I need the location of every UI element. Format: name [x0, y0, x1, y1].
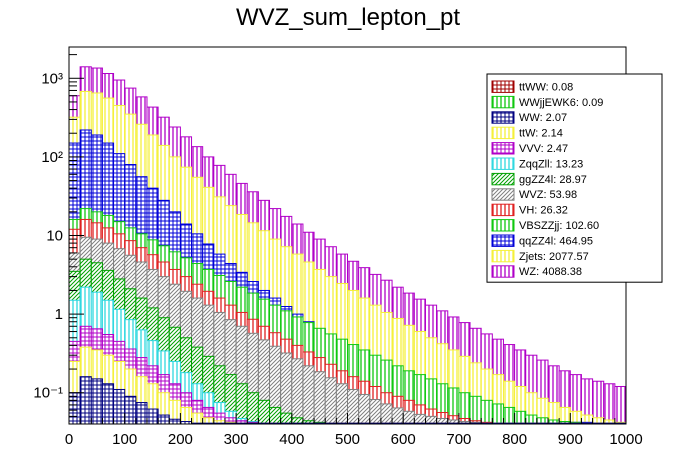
bar-WVZ-21 [302, 365, 315, 425]
y-tick-label: 1 [55, 306, 63, 323]
bar-WVZ-24 [335, 383, 348, 425]
legend-swatch-WVZ [491, 188, 515, 201]
x-tick-label: 100 [112, 431, 137, 448]
x-tick-label: 800 [502, 431, 527, 448]
bar-WVZ-29 [391, 407, 404, 425]
bar-WZ-49 [614, 385, 627, 425]
bar-WW-2 [90, 378, 103, 425]
x-tick-label: 900 [558, 431, 583, 448]
bar-VBSZZjj-41 [525, 414, 538, 425]
bar-ggZZ4l-16 [246, 392, 259, 425]
x-tick-label: 1000 [609, 431, 642, 448]
x-tick-label: 200 [168, 431, 193, 448]
bar-WVZ-20 [291, 358, 304, 425]
bar-VBSZZjj-37 [480, 399, 493, 425]
legend-swatch-qqZZ4l [491, 234, 515, 247]
bar-VBSZZjj-36 [469, 395, 482, 425]
legend-label-WW: WW: 2.07 [519, 112, 567, 124]
legend-swatch-VH [491, 203, 515, 217]
bar-WW-6 [135, 402, 148, 425]
bar-ggZZ4l-18 [269, 406, 282, 425]
legend-swatch-ZqqZll [491, 157, 515, 170]
bar-WW-7 [146, 408, 159, 425]
x-tick-label: 300 [224, 431, 249, 448]
bar-WVZ-23 [324, 377, 337, 425]
bar-WVZ-26 [358, 393, 371, 425]
legend-label-WZ: WZ: 4088.38 [519, 266, 582, 278]
x-tick-label: 500 [335, 431, 360, 448]
bar-WW-0 [68, 392, 81, 425]
legend-swatch-WZ [491, 265, 515, 278]
bar-WZ-48 [603, 383, 616, 425]
legend-label-VBSZZjj: VBSZZjj: 102.60 [519, 220, 599, 232]
bar-WW-8 [157, 414, 170, 425]
legend-label-VVV: VVV: 2.47 [519, 143, 568, 155]
bar-WW-5 [124, 395, 137, 425]
bar-WVZ-28 [380, 403, 393, 425]
bar-VBSZZjj-39 [502, 406, 516, 425]
bar-WVZ-22 [313, 371, 326, 425]
legend-swatch-ggZZ4l [491, 172, 515, 186]
legend: ttWW: 0.08 WWjjEWK6: 0.09 WW: 2.07 ttW: 2.1… [486, 73, 663, 283]
bar-WW-1 [79, 376, 92, 425]
legend-label-WWjjEWK6: WWjjEWK6: 0.09 [519, 97, 603, 109]
bar-VBSZZjj-40 [514, 410, 527, 425]
legend-label-ttW: ttW: 2.14 [519, 128, 563, 140]
legend-label-Zjets: Zjets: 2077.57 [519, 251, 589, 263]
x-tick-label: 400 [279, 431, 304, 448]
x-tick-label: 600 [391, 431, 416, 448]
legend-label-ttWW: ttWW: 0.08 [519, 81, 573, 93]
legend-swatch-VVV [491, 142, 515, 155]
legend-swatch-ttW [491, 126, 515, 140]
legend-swatch-VBSZZjj [491, 219, 515, 232]
legend-label-VH: VH: 26.32 [519, 205, 568, 217]
bar-WVZ-31 [413, 413, 426, 425]
axes: 0 100 200 300 400 500 600 700 800 900 1000 10⁻¹ 1 10 1… [33, 54, 643, 448]
chart-title: WVZ_sum_lepton_pt [236, 4, 460, 31]
bar-WVZ-27 [369, 398, 382, 425]
y-tick-label: 10³ [41, 70, 63, 87]
legend-swatch-WWjjEWK6 [491, 95, 515, 109]
bar-VBSZZjj-38 [491, 403, 504, 425]
x-tick-label: 700 [446, 431, 471, 448]
bar-WW-3 [101, 383, 115, 425]
bar-ggZZ4l-19 [280, 412, 293, 425]
y-tick-label: 10² [41, 149, 63, 166]
x-tick-label: 0 [65, 431, 73, 448]
legend-label-ZqqZll: ZqqZll: 13.23 [519, 158, 583, 170]
bar-ggZZ4l-15 [235, 383, 248, 425]
legend-swatch-ttWW [491, 80, 515, 93]
bar-ttW-11 [191, 412, 204, 425]
y-tick-label: 10 [46, 228, 63, 245]
legend-label-ggZZ4l: ggZZ4l: 28.97 [519, 174, 587, 186]
bar-WW-9 [168, 418, 181, 425]
bar-ggZZ4l-17 [257, 399, 271, 425]
y-tick-label: 10⁻¹ [33, 385, 63, 402]
bar-WW-4 [113, 388, 126, 425]
legend-label-WVZ: WVZ: 53.98 [519, 189, 577, 201]
legend-label-qqZZ4l: qqZZ4l: 464.95 [519, 235, 593, 247]
legend-box [486, 73, 663, 283]
bar-WVZ-25 [347, 388, 360, 425]
legend-swatch-WW [491, 111, 515, 124]
bar-WVZ-30 [402, 410, 415, 425]
legend-swatch-Zjets [491, 249, 515, 263]
